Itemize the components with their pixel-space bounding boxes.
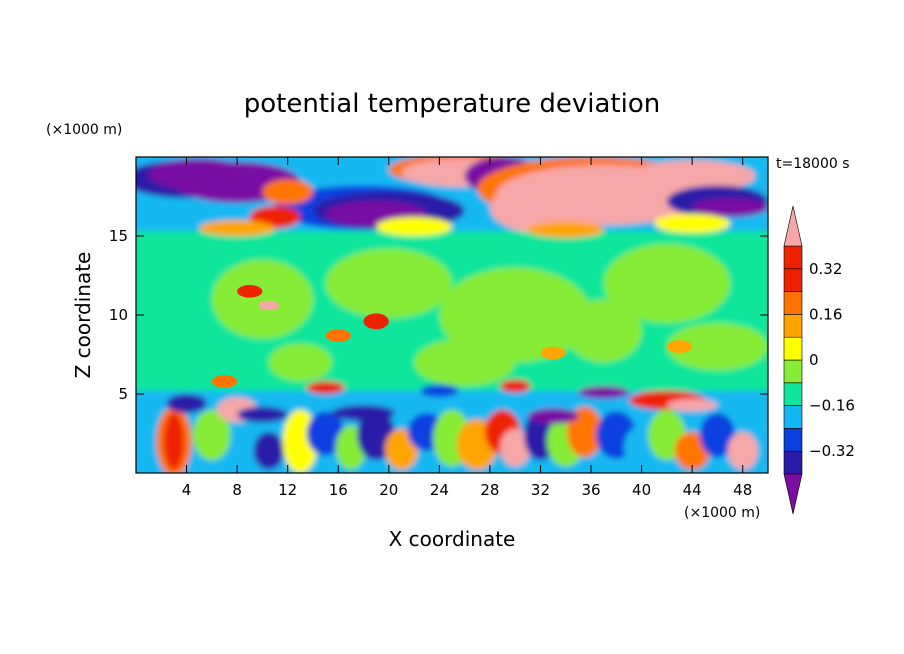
x-unit-label: (×1000 m) (684, 505, 760, 521)
x-tick-label: 40 (632, 481, 651, 499)
colorbar-bin (783, 359, 803, 384)
x-tick-label: 8 (232, 481, 242, 499)
colorbar-bin (783, 245, 803, 270)
x-tick-label: 16 (329, 481, 348, 499)
colorbar-bin (783, 428, 803, 452)
colorbar-tick-label: 0 (809, 351, 819, 369)
chart-title: potential temperature deviation (244, 89, 660, 119)
y-axis: 5 10 15 (109, 227, 768, 403)
x-tick-label: 48 (733, 481, 752, 499)
colorbar-tick-label: −0.16 (809, 397, 855, 415)
y-tick-label: 15 (109, 227, 128, 245)
y-tick-label: 10 (109, 306, 128, 324)
x-tick-label: 4 (182, 481, 192, 499)
x-tick-label: 32 (531, 481, 550, 499)
colorbar-tick-label: 0.32 (809, 260, 842, 278)
x-axis-label: X coordinate (389, 527, 516, 551)
colorbar-bin (783, 450, 803, 475)
contour-field (136, 157, 768, 473)
colorbar-tick-label: 0.16 (809, 305, 842, 323)
x-tick-label: 36 (581, 481, 600, 499)
y-axis-label: Z coordinate (71, 252, 95, 379)
colorbar-extend-min (783, 473, 803, 515)
colorbar-extend-max (783, 205, 803, 247)
x-tick-label: 24 (430, 481, 449, 499)
x-tick-label: 44 (683, 481, 702, 499)
x-axis: 4 8 12 16 20 24 28 32 36 40 44 48 (182, 157, 752, 499)
time-label: t=18000 s (776, 156, 850, 172)
colorbar-bin (783, 291, 803, 315)
colorbar-bin (783, 382, 803, 406)
x-tick-label: 28 (480, 481, 499, 499)
colorbar: −0.32 −0.16 0 0.16 0.32 (783, 205, 855, 515)
colorbar-bin (783, 268, 803, 292)
y-tick-label: 5 (118, 385, 128, 403)
colorbar-bin (783, 314, 803, 338)
colorbar-bin (783, 336, 803, 361)
y-unit-label: (×1000 m) (46, 122, 122, 138)
x-tick-label: 12 (278, 481, 297, 499)
x-tick-label: 20 (379, 481, 398, 499)
colorbar-bin (783, 405, 803, 429)
colorbar-tick-label: −0.32 (809, 442, 855, 460)
